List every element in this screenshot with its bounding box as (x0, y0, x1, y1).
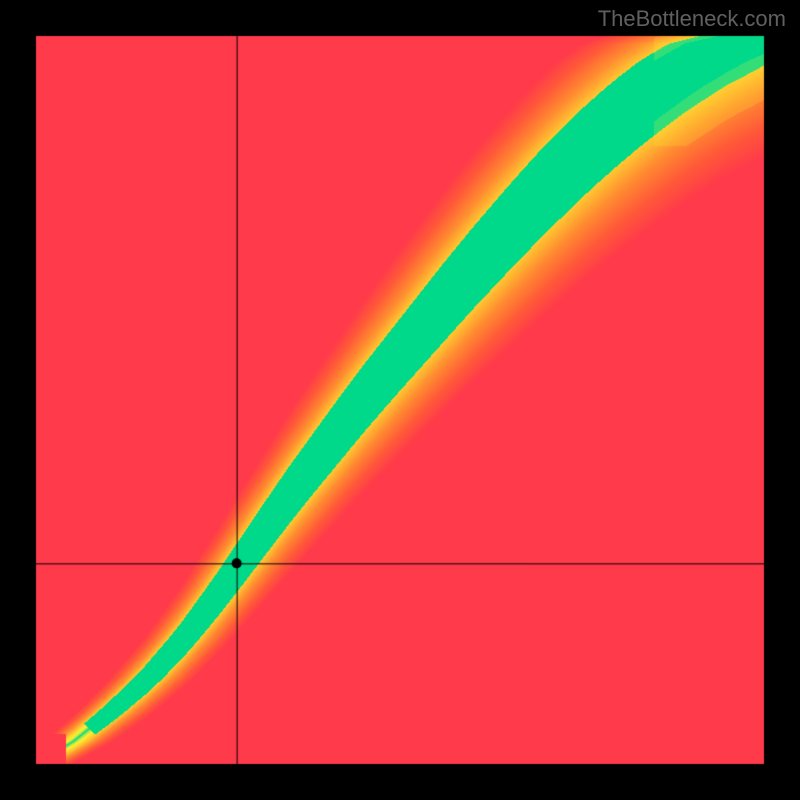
bottleneck-heatmap (0, 0, 800, 800)
chart-container: TheBottleneck.com (0, 0, 800, 800)
watermark-text: TheBottleneck.com (598, 6, 786, 32)
